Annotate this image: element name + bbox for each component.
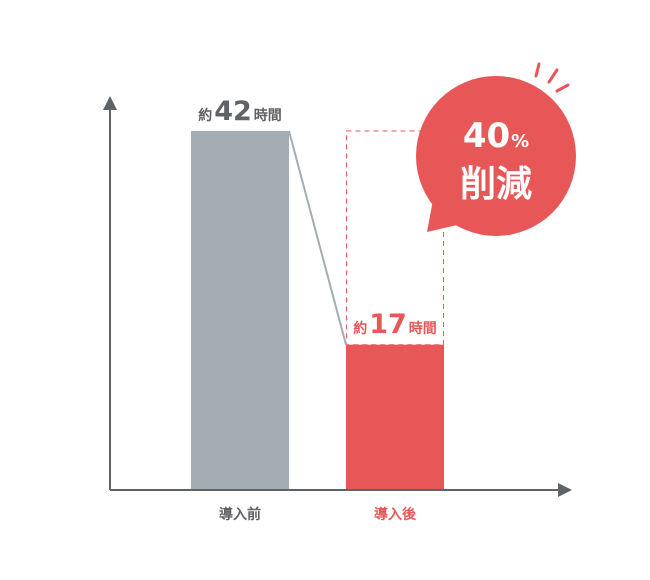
reduction-callout: 40% 削減 bbox=[416, 62, 576, 236]
connector-line bbox=[288, 130, 347, 345]
category-label-after: 導入後 bbox=[374, 506, 417, 523]
bar-after bbox=[346, 344, 444, 490]
callout-tail bbox=[427, 200, 470, 232]
y-axis-arrow-icon bbox=[103, 96, 117, 110]
callout-bubble bbox=[416, 76, 576, 236]
category-label-before: 導入前 bbox=[219, 506, 261, 523]
emphasis-lines-icon bbox=[534, 62, 570, 93]
value-label-before: 約42 時間 bbox=[198, 96, 282, 127]
callout-text: 削減 bbox=[460, 164, 532, 205]
value-label-after: 約17 時間 bbox=[353, 309, 437, 340]
x-axis-arrow-icon bbox=[558, 483, 572, 497]
callout-percent: 40% bbox=[463, 116, 529, 156]
reference-outline bbox=[346, 130, 444, 346]
bar-before bbox=[191, 131, 289, 490]
